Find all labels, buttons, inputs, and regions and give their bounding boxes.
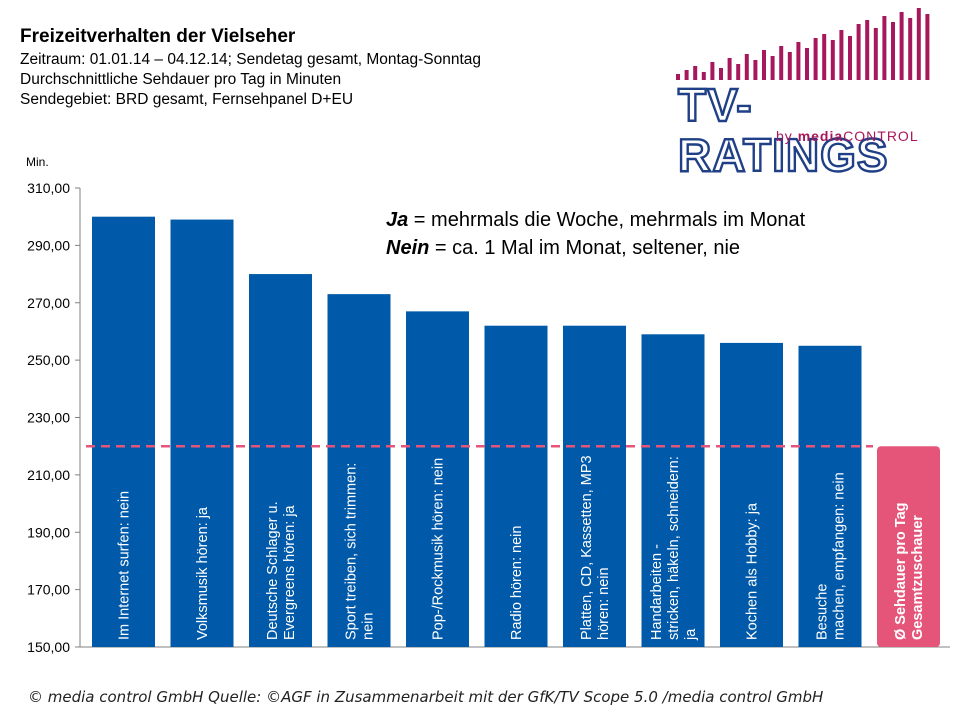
y-tick-label: 150,00: [27, 639, 70, 655]
bar-category-label: Sport treiben, sich trimmen:: [344, 463, 360, 640]
logo-bar: [805, 48, 809, 80]
bar-category-label: Deutsche Schlager u.: [265, 501, 281, 640]
legend-ja-term: Ja: [386, 209, 409, 231]
logo-bar: [727, 58, 732, 80]
bar: [249, 274, 312, 647]
bar: [798, 345, 862, 647]
legend-note-nein: Nein = ca. 1 Mal im Monat, seltener, nie: [386, 234, 805, 262]
bar-category-label: Kochen als Hobby: ja: [745, 502, 761, 640]
logo-bar: [719, 68, 723, 80]
bar-category-label: Volksmusik hören: ja: [195, 506, 211, 640]
bar-category-label: nein: [361, 613, 377, 640]
bar-category-label: Ø Sehdauer pro Tag: [893, 502, 909, 640]
logo-bar: [839, 30, 844, 80]
logo-bar: [762, 50, 766, 80]
legend-ja-text: = mehrmals die Woche, mehrmals im Monat: [408, 209, 806, 231]
y-tick-label: 310,00: [27, 180, 70, 196]
bar: [720, 342, 783, 647]
bar-category-label: Im Internet surfen: nein: [117, 491, 133, 640]
logo-bar: [779, 46, 784, 80]
y-axis-label: Min.: [26, 155, 49, 169]
logo-bar: [882, 16, 887, 80]
y-tick-label: 170,00: [27, 582, 70, 598]
average-bar: [877, 446, 940, 647]
bar-category-label: Gesamtzuschauer: [910, 515, 926, 640]
legend-nein-text: = ca. 1 Mal im Monat, seltener, nie: [429, 237, 741, 259]
bar-category-label: Platten, CD, Kassetten, MP3: [579, 455, 595, 640]
legend-note: Ja = mehrmals die Woche, mehrmals im Mon…: [386, 206, 805, 262]
logo-brand-bold: media: [797, 128, 844, 144]
logo-bar: [848, 36, 852, 80]
logo-bar: [710, 62, 715, 80]
y-tick-label: 250,00: [27, 352, 70, 368]
logo-bars-graphic: [676, 8, 930, 80]
logo-bar: [916, 8, 921, 80]
bar-category-label: machen, empfangen: nein: [832, 472, 848, 640]
bar-category-label: Pop-/Rockmusik hören: nein: [431, 458, 447, 640]
logo-bar: [873, 28, 878, 80]
logo-bar: [684, 70, 689, 80]
logo-bar: [830, 40, 835, 80]
logo-bar: [925, 14, 930, 80]
logo-bar: [856, 24, 861, 80]
bar: [170, 219, 234, 647]
subtitle-period: Zeitraum: 01.01.14 – 04.12.14; Sendetag …: [20, 51, 482, 68]
source-footer: © media control GmbH Quelle: ©AGF in Zus…: [28, 688, 824, 706]
bar-category-label: hören: nein: [596, 567, 612, 640]
logo-bar: [770, 56, 775, 80]
logo-bar: [701, 72, 706, 80]
logo-bar: [908, 18, 913, 80]
bar: [406, 311, 469, 647]
bar-category-label: Evergreens hören: ja: [282, 504, 298, 640]
logo-bar: [787, 52, 792, 80]
logo-bar: [744, 54, 749, 80]
logo-bar: [693, 66, 698, 80]
y-tick-label: 270,00: [27, 295, 70, 311]
legend-note-ja: Ja = mehrmals die Woche, mehrmals im Mon…: [386, 206, 805, 234]
logo-bar: [736, 64, 741, 80]
logo-by-text: by: [776, 128, 793, 144]
y-tick-label: 290,00: [27, 237, 70, 253]
bar: [327, 294, 391, 647]
logo-bar: [753, 60, 758, 80]
bar-category-label: Besuche: [815, 584, 831, 640]
bar-category-label: Radio hören: nein: [509, 526, 525, 640]
bar: [484, 325, 548, 647]
subtitle-region: Sendegebiet: BRD gesamt, Fernsehpanel D+…: [20, 91, 354, 108]
y-tick-label: 190,00: [27, 524, 70, 540]
logo-wordmark: TV-RATINGS: [677, 79, 889, 181]
chart-title: Freizeitverhalten der Vielseher: [20, 26, 296, 47]
bar: [641, 334, 705, 647]
logo-bar: [676, 74, 680, 80]
bar: [563, 325, 626, 647]
legend-nein-term: Nein: [386, 237, 430, 259]
logo-bar: [891, 22, 895, 80]
logo-bar: [796, 42, 801, 80]
logo-bar: [813, 38, 818, 80]
chart-header: Freizeitverhalten der Vielseher Zeitraum…: [20, 24, 481, 110]
tv-ratings-logo: TV-RATINGS by mediaCONTROL: [672, 4, 940, 181]
bar-category-label: stricken, häkeln, schneidern:: [666, 456, 682, 640]
logo-brand-thin: CONTROL: [843, 128, 919, 144]
logo-bar: [822, 34, 827, 80]
bar: [92, 216, 155, 647]
logo-bar: [865, 20, 870, 80]
y-tick-label: 230,00: [27, 410, 70, 426]
logo-bar: [899, 12, 904, 80]
logo-byline: by mediaCONTROL: [776, 128, 919, 144]
subtitle-measure: Durchschnittliche Sehdauer pro Tag in Mi…: [20, 71, 342, 88]
bar-category-label: Handarbeiten -: [649, 544, 665, 640]
bar-category-label: ja: [683, 628, 699, 641]
y-tick-label: 210,00: [27, 467, 70, 483]
